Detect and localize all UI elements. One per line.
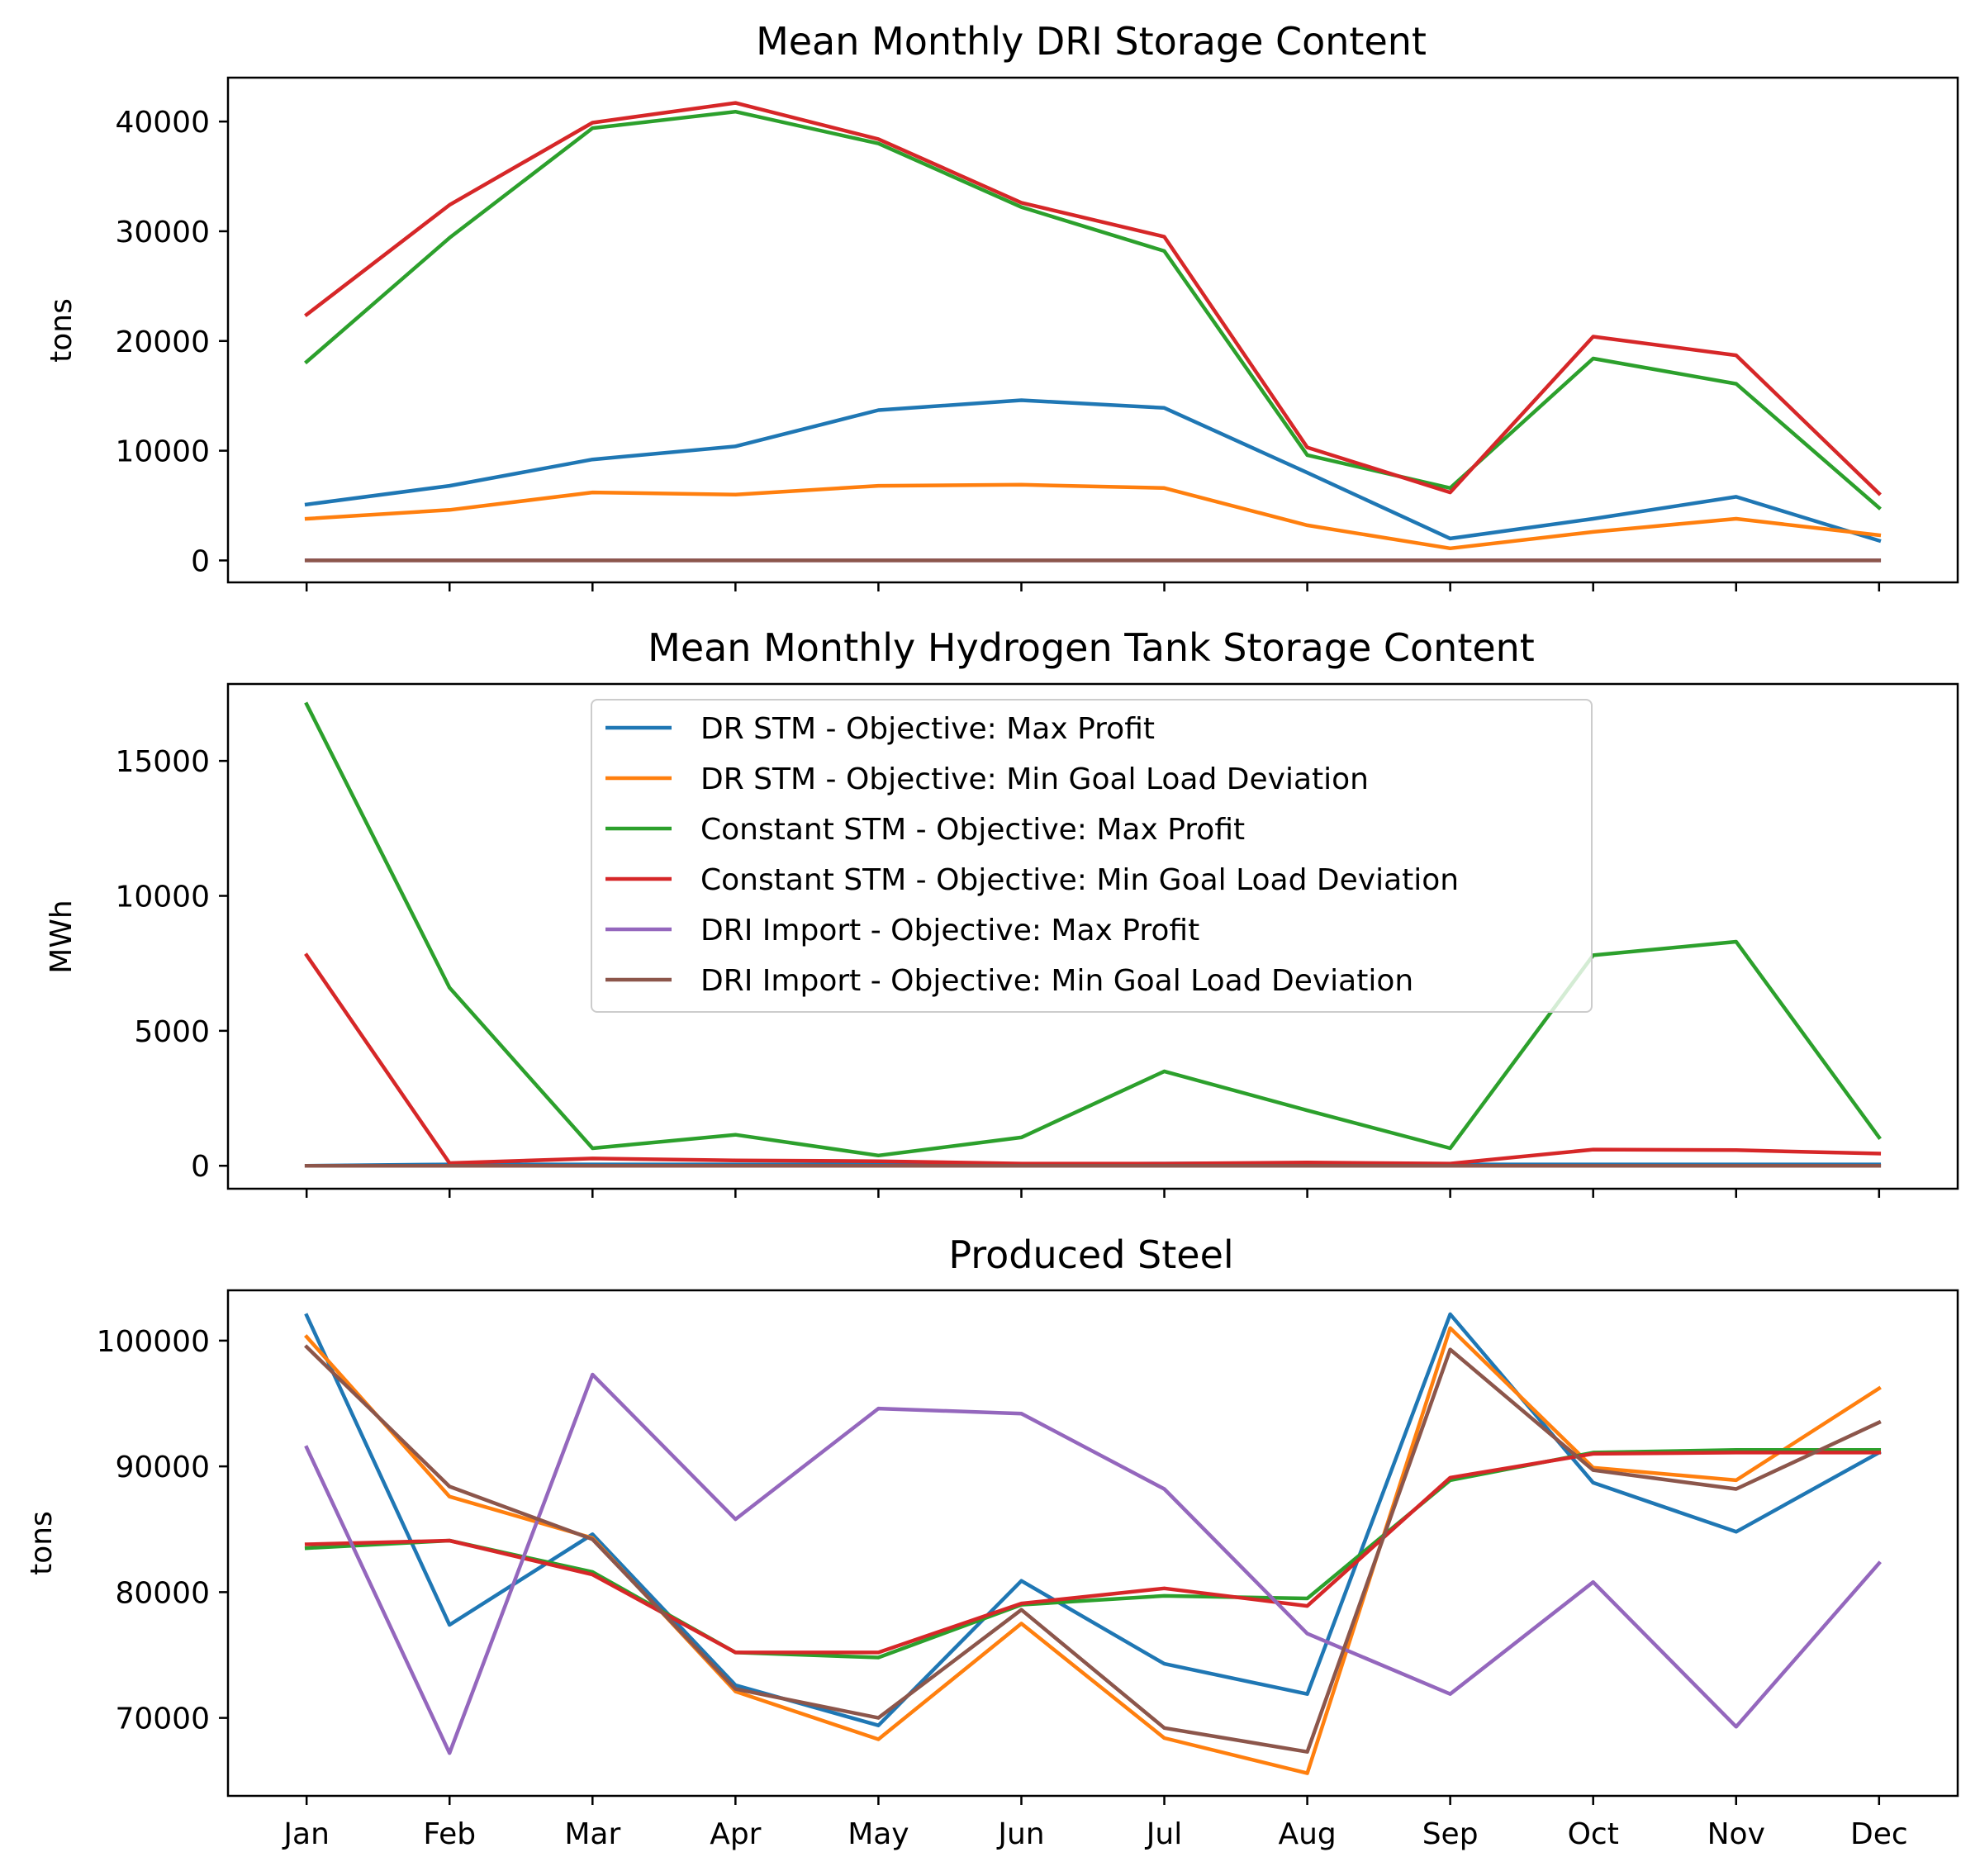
panel-1-xticks	[305, 582, 1881, 591]
series-line	[304, 952, 1882, 1166]
panel-hydrogen-storage: Mean Monthly Hydrogen Tank Storage Conte…	[45, 625, 1959, 1198]
y-tick-label: 15000	[115, 745, 210, 779]
series-line	[304, 109, 1882, 511]
panel-2-yticks: 0 5000 10000 15000	[115, 745, 228, 1184]
panel-1-ylabel: tons	[45, 298, 78, 363]
y-tick-label: 40000	[115, 106, 210, 140]
panel-2-ylabel: MWh	[45, 900, 78, 973]
y-tick-label: 20000	[115, 325, 210, 359]
panel-1-series	[304, 101, 1882, 563]
panel-2-series	[304, 701, 1882, 1168]
x-tick-label: Apr	[710, 1817, 761, 1851]
panel-1-axes-frame	[226, 76, 1959, 584]
series-line	[304, 701, 1882, 1158]
y-tick-label: 30000	[115, 216, 210, 249]
panel-1-title: Mean Monthly DRI Storage Content	[756, 19, 1427, 64]
legend-box	[591, 699, 1593, 1013]
panel-3-title: Produced Steel	[948, 1232, 1233, 1277]
y-tick-label: 5000	[134, 1015, 210, 1049]
series-line	[304, 1312, 1882, 1727]
y-tick-label: 0	[191, 544, 210, 578]
series-line	[304, 1344, 1882, 1754]
y-tick-label: 10000	[115, 435, 210, 469]
legend-entry: Constant STM - Objective: Min Goal Load …	[605, 863, 1459, 897]
legend-label: DRI Import - Objective: Min Goal Load De…	[700, 964, 1413, 998]
panel-3-yticks: 70000 80000 90000 100000	[97, 1325, 228, 1736]
series-line	[304, 398, 1882, 544]
y-tick-label: 70000	[115, 1703, 210, 1736]
panel-2-axes-frame	[226, 682, 1959, 1190]
legend-entry: Constant STM - Objective: Max Profit	[605, 813, 1245, 847]
legend-entry: DRI Import - Objective: Max Profit	[605, 914, 1199, 947]
y-tick-label: 90000	[115, 1451, 210, 1484]
x-tick-label: Jun	[996, 1817, 1044, 1851]
series-line	[304, 101, 1882, 496]
x-tick-label: Nov	[1707, 1817, 1765, 1851]
y-tick-label: 0	[191, 1150, 210, 1184]
legend-label: Constant STM - Objective: Max Profit	[700, 813, 1245, 847]
x-tick-label: Aug	[1278, 1817, 1336, 1851]
legend-entry: DR STM - Objective: Min Goal Load Deviat…	[605, 762, 1369, 796]
x-tick-label: Jan	[282, 1817, 330, 1851]
legend: DR STM - Objective: Max Profit DR STM - …	[591, 699, 1593, 1013]
x-tick-label: Mar	[564, 1817, 620, 1851]
panel-3-axes-frame	[226, 1289, 1959, 1798]
y-tick-label: 80000	[115, 1576, 210, 1610]
legend-label: DRI Import - Objective: Max Profit	[700, 914, 1199, 947]
x-tick-label: Jul	[1145, 1817, 1182, 1851]
legend-label: DR STM - Objective: Max Profit	[700, 712, 1155, 746]
panel-2-title: Mean Monthly Hydrogen Tank Storage Conte…	[648, 625, 1535, 670]
x-tick-label: Feb	[423, 1817, 476, 1851]
y-tick-label: 10000	[115, 880, 210, 914]
series-line	[304, 482, 1882, 551]
legend-entry: DRI Import - Objective: Min Goal Load De…	[605, 964, 1413, 998]
y-tick-label: 100000	[97, 1325, 210, 1359]
panel-1-yticks: 0 10000 20000 30000 40000	[115, 106, 228, 578]
panel-3-xticks: Jan Feb Mar Apr May Jun Jul Aug Sep Oct Nov Dec	[282, 1796, 1908, 1851]
series-line	[304, 1451, 1882, 1655]
panel-3-ylabel: tons	[25, 1511, 59, 1575]
series-line	[304, 1372, 1882, 1755]
x-tick-label: Dec	[1850, 1817, 1908, 1851]
legend-label: Constant STM - Objective: Min Goal Load …	[700, 863, 1459, 897]
legend-entry: DR STM - Objective: Max Profit	[605, 712, 1155, 746]
panel-2-xticks	[305, 1189, 1881, 1198]
panel-dri-storage: Mean Monthly DRI Storage Content tons 0 1…	[45, 19, 1959, 591]
x-tick-label: May	[848, 1817, 909, 1851]
panel-3-series	[304, 1312, 1882, 1775]
panel-produced-steel: Produced Steel tons 70000 80000 90000 10000…	[25, 1232, 1959, 1851]
legend-label: DR STM - Objective: Min Goal Load Deviat…	[700, 762, 1369, 796]
x-tick-label: Sep	[1422, 1817, 1479, 1851]
x-tick-label: Oct	[1568, 1817, 1619, 1851]
